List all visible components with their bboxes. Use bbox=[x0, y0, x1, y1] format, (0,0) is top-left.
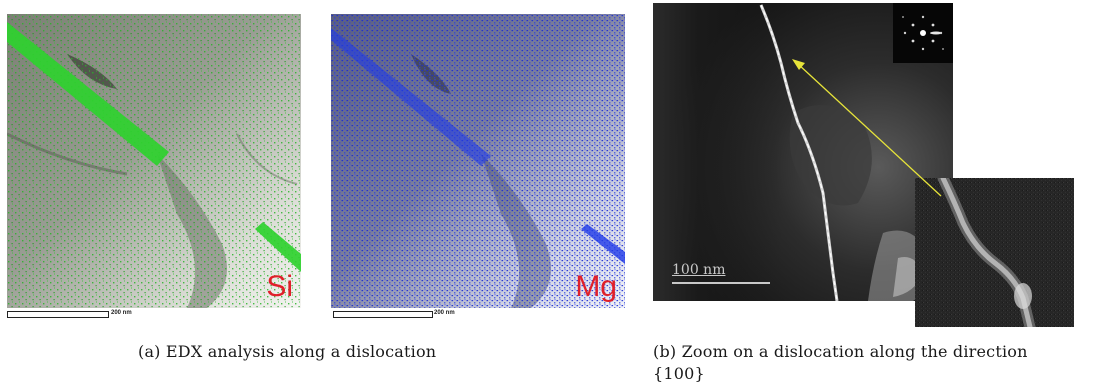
caption-b-line2: {100} bbox=[653, 363, 705, 385]
caption-a: (a) EDX analysis along a dislocation bbox=[138, 341, 436, 363]
caption-b-line1: (b) Zoom on a dislocation along the dire… bbox=[653, 341, 1028, 363]
